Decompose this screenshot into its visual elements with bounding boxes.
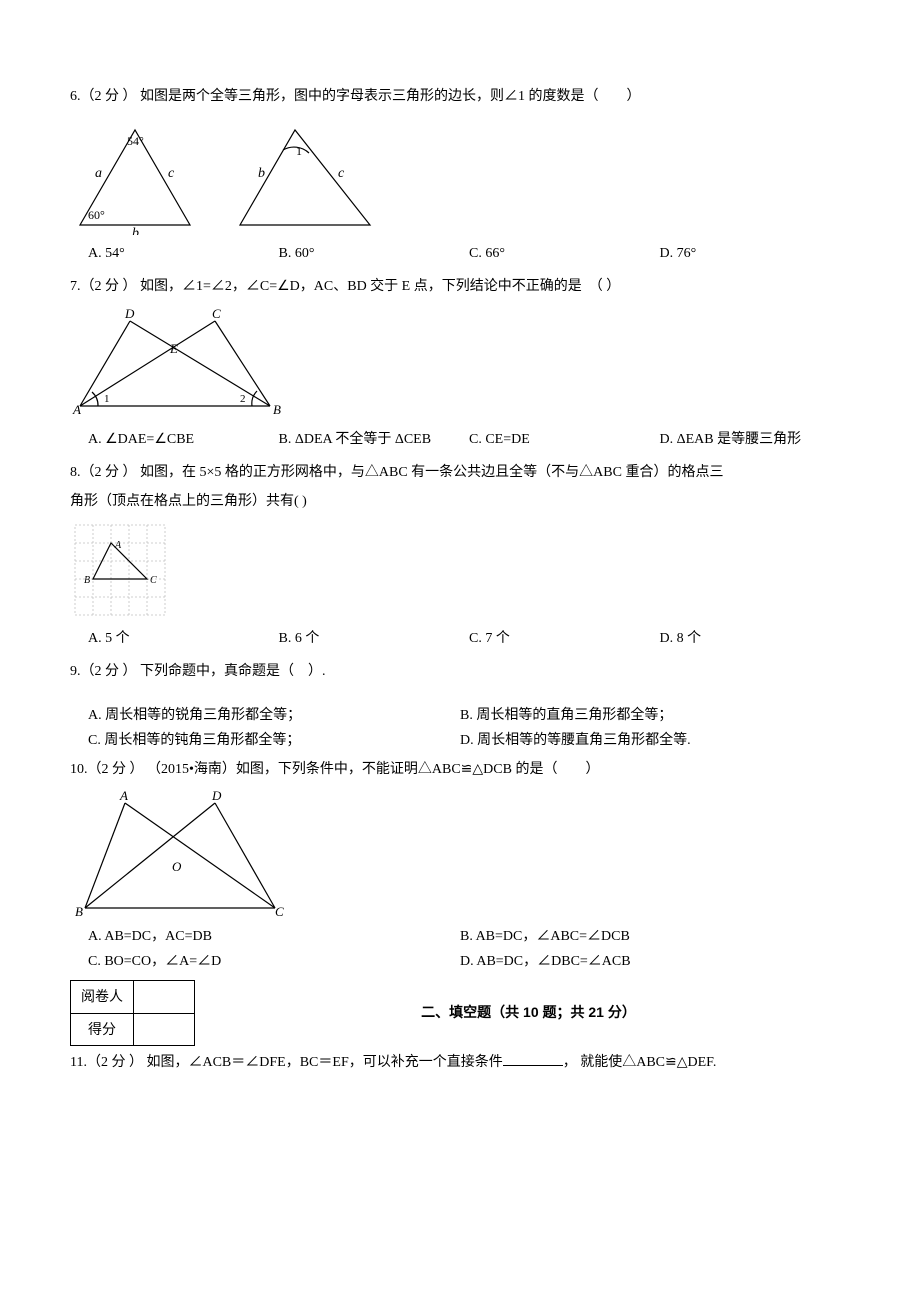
q8-text-l2: 角形（顶点在格点上的三角形）共有( ) [70, 489, 850, 514]
grader-row2-blank [134, 1013, 195, 1045]
q7-figure: A B D C E 1 2 [70, 306, 850, 421]
q8-A: A [114, 540, 122, 551]
q6-text: 6.（2 分 ） 如图是两个全等三角形，图中的字母表示三角形的边长，则∠1 的度… [70, 84, 850, 109]
q7-C: C [212, 306, 221, 321]
q10-text: 10.（2 分 ） （2015•海南）如图，下列条件中，不能证明△ABC≌△DC… [70, 757, 850, 782]
q9-text: 9.（2 分 ） 下列命题中，真命题是（ ）. [70, 659, 850, 684]
q10-D: D [211, 788, 222, 803]
q9-opt-c: C. 周长相等的钝角三角形都全等； [70, 728, 460, 753]
q10-opt-a: A. AB=DC，AC=DB [70, 924, 460, 949]
q8-opt-a: A. 5 个 [70, 626, 279, 651]
q10-figure: A D B C O [70, 788, 850, 918]
q8-opt-d: D. 8 个 [660, 626, 851, 651]
q10-O: O [172, 859, 182, 874]
q8-C: C [150, 575, 157, 586]
q6-angle1: 1 [296, 144, 302, 158]
q11-text: 11.（2 分 ） 如图，∠ACB＝∠DFE，BC＝EF，可以补充一个直接条件 ，… [70, 1050, 850, 1075]
q10-options: A. AB=DC，AC=DB B. AB=DC，∠ABC=∠DCB C. BO=… [70, 924, 850, 974]
q8-figure: A B C [70, 520, 850, 620]
q11-blank [503, 1065, 563, 1066]
q7-opt-a: A. ∠DAE=∠CBE [70, 427, 279, 452]
q10-opt-c: C. BO=CO，∠A=∠D [70, 949, 460, 974]
q10-A: A [119, 788, 128, 803]
section2-header: 阅卷人 得分 二、填空题（共 10 题；共 21 分） [70, 980, 850, 1045]
q6-figure: 54° 60° a c b 1 b c [70, 115, 850, 235]
q11-after: ， 就能使△ABC≌△DEF. [563, 1055, 717, 1070]
q8-opt-b: B. 6 个 [279, 626, 470, 651]
q9-options: A. 周长相等的锐角三角形都全等； B. 周长相等的直角三角形都全等； C. 周… [70, 703, 850, 753]
q10-opt-d: D. AB=DC，∠DBC=∠ACB [460, 949, 850, 974]
q6-side-b2: b [258, 166, 265, 181]
q8-options: A. 5 个 B. 6 个 C. 7 个 D. 8 个 [70, 626, 850, 651]
q6-angle-bl: 60° [88, 208, 105, 222]
q7-D: D [124, 306, 135, 321]
q7-1: 1 [104, 393, 110, 405]
q9-opt-d: D. 周长相等的等腰直角三角形都全等. [460, 728, 850, 753]
q11-before: 11.（2 分 ） 如图，∠ACB＝∠DFE，BC＝EF，可以补充一个直接条件 [70, 1055, 503, 1070]
q6-options: A. 54° B. 60° C. 66° D. 76° [70, 241, 850, 266]
grader-row1-label: 阅卷人 [71, 981, 134, 1013]
q6-opt-d: D. 76° [660, 241, 851, 266]
q10-B: B [75, 904, 83, 918]
section2-title: 二、填空题（共 10 题；共 21 分） [207, 1003, 850, 1023]
q6-side-a: a [95, 166, 102, 181]
q6-opt-b: B. 60° [279, 241, 470, 266]
grader-row1-blank [134, 981, 195, 1013]
q6-opt-a: A. 54° [70, 241, 279, 266]
q7-B: B [273, 402, 281, 417]
q6-side-c: c [168, 166, 175, 181]
q7-opt-d: D. ΔEAB 是等腰三角形 [660, 427, 851, 452]
q8-B: B [84, 575, 90, 586]
q7-A: A [72, 402, 81, 417]
q6-side-c2: c [338, 166, 345, 181]
q7-text: 7.（2 分 ） 如图，∠1=∠2，∠C=∠D，AC、BD 交于 E 点，下列结… [70, 274, 850, 299]
q9-opt-a: A. 周长相等的锐角三角形都全等； [70, 703, 460, 728]
q6-side-b: b [132, 226, 139, 235]
grader-row2-label: 得分 [71, 1013, 134, 1045]
q9-opt-b: B. 周长相等的直角三角形都全等； [460, 703, 850, 728]
grader-table: 阅卷人 得分 [70, 980, 195, 1045]
q8-opt-c: C. 7 个 [469, 626, 660, 651]
q6-opt-c: C. 66° [469, 241, 660, 266]
q7-options: A. ∠DAE=∠CBE B. ΔDEA 不全等于 ΔCEB C. CE=DE … [70, 427, 850, 452]
spacer [70, 689, 850, 703]
q7-opt-c: C. CE=DE [469, 427, 660, 452]
q7-E: E [169, 341, 178, 356]
q7-opt-b: B. ΔDEA 不全等于 ΔCEB [279, 427, 470, 452]
q10-opt-b: B. AB=DC，∠ABC=∠DCB [460, 924, 850, 949]
q8-text-l1: 8.（2 分 ） 如图，在 5×5 格的正方形网格中，与△ABC 有一条公共边且… [70, 460, 850, 485]
q7-2: 2 [240, 393, 246, 405]
q6-angle-top: 54° [127, 134, 144, 148]
q10-C: C [275, 904, 284, 918]
